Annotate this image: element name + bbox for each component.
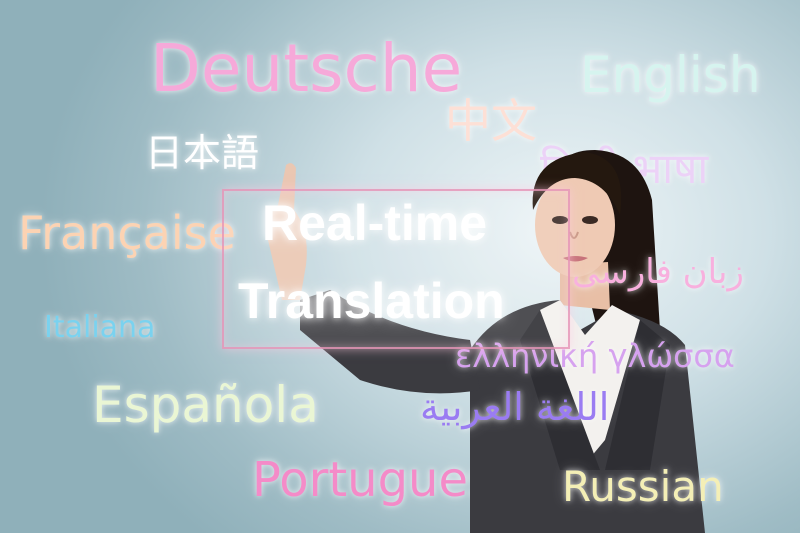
word-deutsche: Deutsche [150,30,463,107]
translation-frame [222,189,570,349]
word-persian: زبان فارسی [572,252,744,292]
headline-line-2: Translation [238,273,505,329]
word-italiana: Italiana [44,310,156,345]
word-francaise: Française [18,206,236,260]
word-russian: Russian [562,462,724,511]
word-arabic: اللغة العربية [420,385,610,429]
word-espanola: Española [92,376,319,434]
word-japanese: 日本語 [145,131,260,175]
word-portugues: Portugues [252,452,494,508]
headline-line-1: Real-time [262,195,488,251]
word-english: English [580,46,761,104]
word-chinese: 中文 [445,94,537,148]
word-greek: ελληνική γλώσσα [455,337,735,375]
